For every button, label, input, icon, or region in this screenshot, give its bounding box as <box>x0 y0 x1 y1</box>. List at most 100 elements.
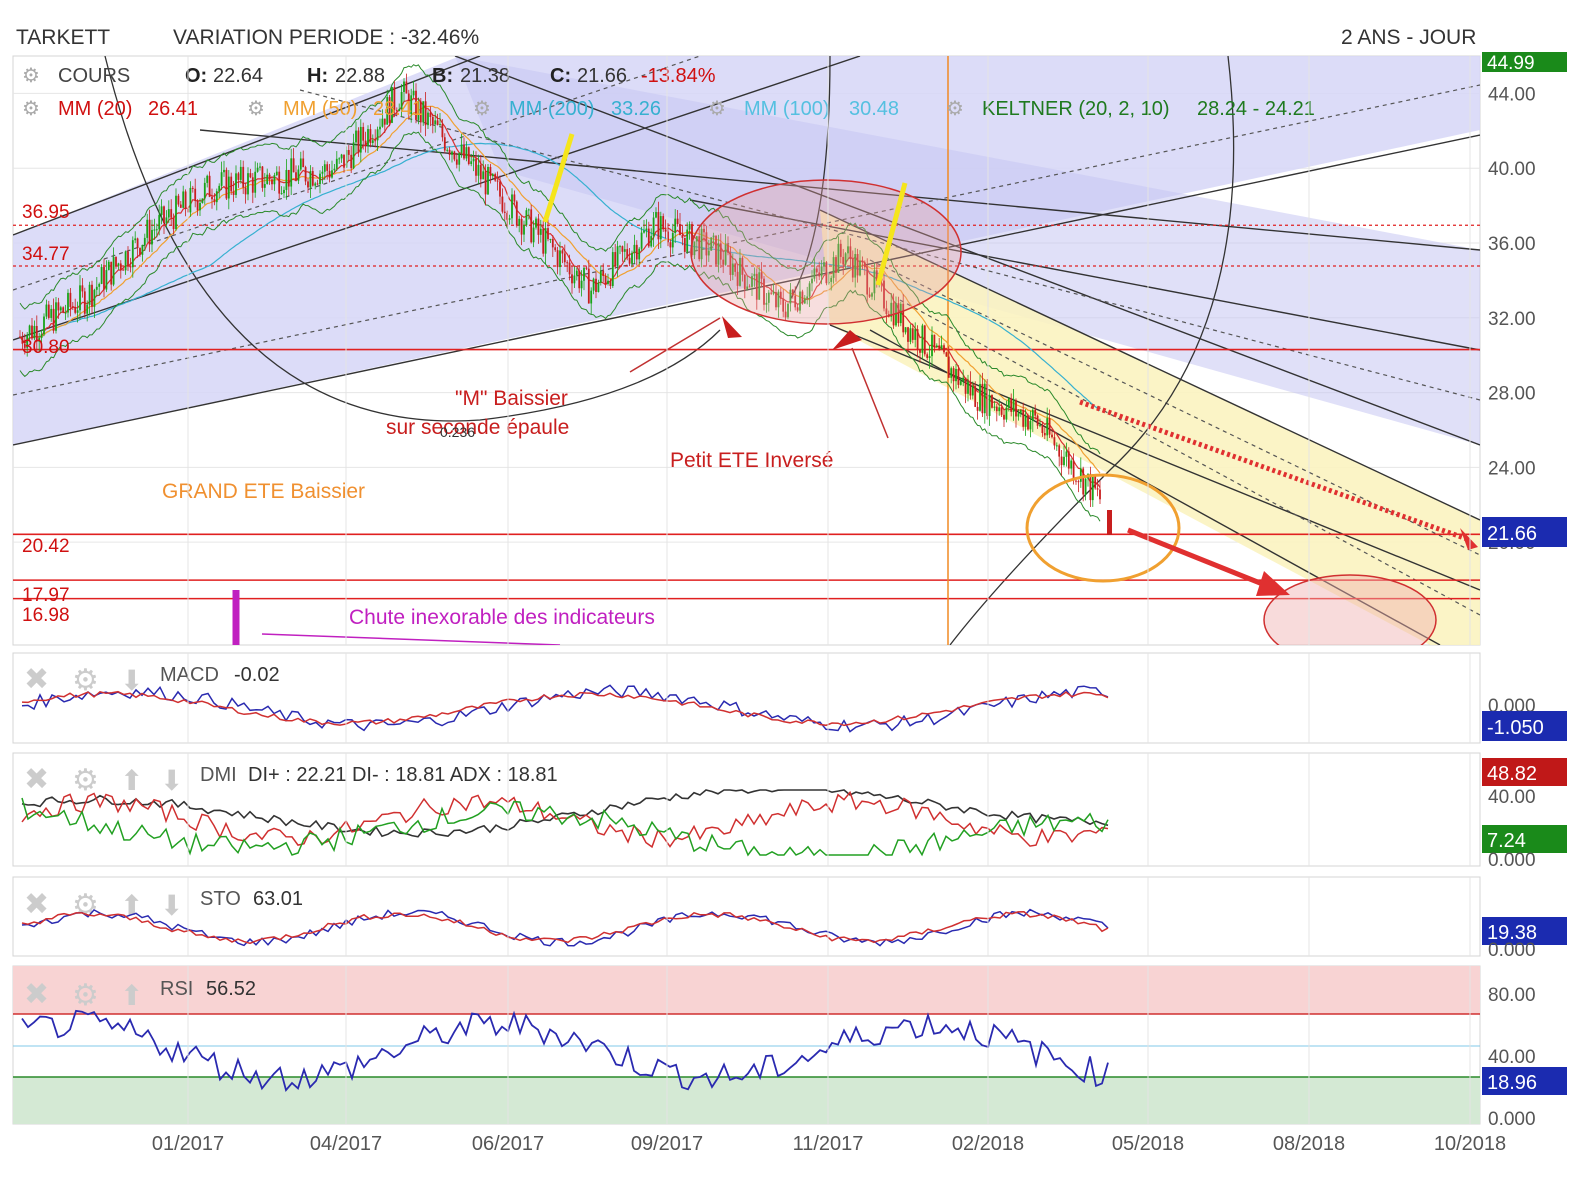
candle-body <box>986 383 989 416</box>
candle-body <box>542 228 545 254</box>
candle-body <box>28 325 31 336</box>
candle-body <box>112 256 115 285</box>
candle-body <box>1017 413 1020 417</box>
candle-body <box>650 236 653 247</box>
candle-body <box>431 116 434 125</box>
candle-body <box>441 124 444 138</box>
candle-body <box>1082 468 1085 495</box>
candle-body <box>458 153 461 165</box>
candle-body <box>847 246 849 254</box>
candle-body <box>155 229 158 231</box>
close-icon[interactable]: ✖ <box>24 978 49 1011</box>
rsi-label: RSI <box>160 978 193 1000</box>
arrow-up-icon[interactable]: ⬆ <box>120 890 143 921</box>
candle-body <box>873 270 876 294</box>
candle-body <box>453 151 456 160</box>
candle-body <box>446 149 449 151</box>
candle-body <box>359 126 362 153</box>
candle-body <box>261 166 264 188</box>
candle-body <box>957 368 960 385</box>
candle-body <box>398 109 401 112</box>
candle-body <box>64 312 67 314</box>
sto-label: STO <box>200 888 241 910</box>
candle-body <box>614 252 617 266</box>
candle-body <box>107 261 110 271</box>
candle-body <box>633 244 636 253</box>
candle-body <box>547 228 549 240</box>
candle-body <box>1029 420 1032 430</box>
candle-body <box>475 158 477 176</box>
candle-body <box>727 244 729 253</box>
candle-body <box>393 87 396 111</box>
arrow-down-icon[interactable]: ⬇ <box>160 890 183 921</box>
candle-body <box>93 289 96 307</box>
candle-body <box>890 302 893 317</box>
candle-body <box>604 276 607 284</box>
gear-icon[interactable]: ⚙ <box>72 764 99 797</box>
close-icon[interactable]: ✖ <box>24 888 49 921</box>
candle-body <box>182 191 185 208</box>
time-tick: 04/2017 <box>310 1133 382 1155</box>
mm100-label: MM (100) <box>744 98 830 120</box>
candle-body <box>739 257 741 286</box>
period-label[interactable]: 2 ANS - JOUR <box>1341 26 1477 49</box>
candle-body <box>851 259 854 278</box>
arrow-down-icon[interactable]: ⬇ <box>160 765 183 796</box>
red-arrow-shaft <box>1127 527 1271 590</box>
close-icon[interactable]: ✖ <box>24 763 49 796</box>
arrow-down-icon[interactable]: ⬇ <box>120 665 143 696</box>
candle-body <box>1079 468 1082 482</box>
candle-body <box>796 307 799 311</box>
red-dotted-trajectory <box>1079 399 1471 543</box>
candle-body <box>266 174 269 185</box>
candle-body <box>196 200 199 211</box>
candle-body <box>460 144 463 154</box>
price-tick: 44.00 <box>1488 84 1536 105</box>
candle-body <box>1072 460 1075 481</box>
candle-body <box>753 273 756 277</box>
candle-body <box>988 395 991 416</box>
candle-body <box>835 257 837 273</box>
candle-body <box>391 87 393 123</box>
candle-body <box>278 171 281 194</box>
candle-body <box>314 183 317 186</box>
candle-body <box>868 294 871 297</box>
candle-body <box>758 272 761 300</box>
candle-body <box>494 174 497 181</box>
candle-body <box>1099 489 1101 500</box>
candle-body <box>271 179 273 185</box>
sto-badge-text: 19.38 <box>1487 922 1537 944</box>
candle-body <box>729 252 732 275</box>
fib-label: 0.236 <box>440 424 475 440</box>
candle-body <box>1010 398 1013 412</box>
arrow-up-icon[interactable]: ⬆ <box>120 980 143 1011</box>
candle-body <box>124 251 127 271</box>
candle-body <box>830 277 833 282</box>
gear-icon[interactable]: ⚙ <box>72 889 99 922</box>
candle-body <box>806 296 809 299</box>
candle-body <box>321 171 324 174</box>
candle-body <box>767 292 770 303</box>
candle-body <box>952 368 955 382</box>
candle-body <box>808 283 811 297</box>
candle-body <box>506 212 509 220</box>
candle-body <box>621 246 624 252</box>
candle-body <box>938 345 941 350</box>
candle-body <box>136 238 139 249</box>
candle-body <box>45 304 48 317</box>
candle-body <box>518 218 521 226</box>
candle-body <box>482 171 485 180</box>
candle-body <box>208 175 211 197</box>
gear-icon[interactable]: ⚙ <box>72 664 99 697</box>
candle-body <box>679 224 681 236</box>
candle-body <box>455 159 458 165</box>
macd-value: -0.02 <box>234 664 280 686</box>
candle-body <box>165 217 168 224</box>
arrow-up-icon[interactable]: ⬆ <box>120 765 143 796</box>
candle-body <box>501 196 504 212</box>
gear-icon[interactable]: ⚙ <box>72 979 99 1012</box>
candle-body <box>763 278 765 305</box>
level-label: 17.97 <box>22 585 70 606</box>
close-icon[interactable]: ✖ <box>24 663 49 696</box>
